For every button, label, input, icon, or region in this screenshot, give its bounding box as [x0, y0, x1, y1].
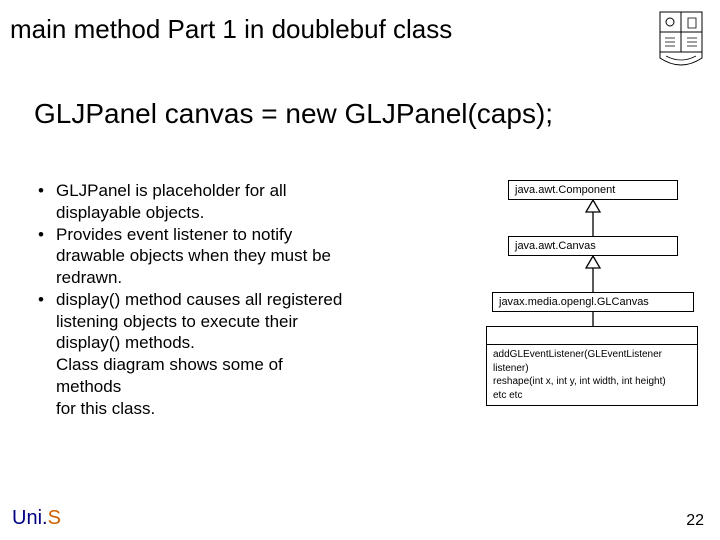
header: main method Part 1 in doublebuf class — [10, 10, 704, 68]
bullet-item: Provides event listener to notify drawab… — [38, 224, 466, 289]
footer: Uni.S 22 — [12, 507, 704, 530]
uml-methods-body: addGLEventListener(GLEventListener liste… — [487, 345, 697, 405]
bullet-text: display() methods. — [56, 333, 195, 352]
bullet-text: for this class. — [56, 399, 155, 418]
bullet-text: Provides event listener to notify — [56, 225, 292, 244]
body-row: GLJPanel is placeholder for all displaya… — [10, 180, 704, 419]
uml-method: reshape(int x, int y, int width, int hei… — [493, 375, 691, 389]
line-icon — [583, 312, 603, 326]
uml-class-box: javax.media.opengl.GLCanvas — [492, 292, 694, 312]
arrow-up-icon — [583, 200, 603, 236]
uml-diagram: java.awt.Component java.awt.Canvas javax… — [482, 180, 704, 406]
uml-class-box: java.awt.Component — [508, 180, 678, 200]
code-line: GLJPanel canvas = new GLJPanel(caps); — [34, 98, 704, 130]
bullet-text: displayable objects. — [56, 203, 204, 222]
footer-logo-text: Uni.S — [12, 507, 61, 530]
bullet-text: GLJPanel is placeholder for all — [56, 181, 287, 200]
uml-method: addGLEventListener(GLEventListener liste… — [493, 348, 691, 375]
page-number: 22 — [686, 512, 704, 530]
bullet-list: GLJPanel is placeholder for all displaya… — [38, 180, 466, 419]
arrow-up-icon — [583, 256, 603, 292]
uml-class-box: java.awt.Canvas — [508, 236, 678, 256]
bullet-item: display() method causes all registered l… — [38, 289, 466, 420]
uml-inheritance-arrow — [482, 200, 704, 236]
footer-uni-suffix: S — [48, 507, 61, 529]
bullet-text: methods — [56, 377, 121, 396]
uml-methods-box: addGLEventListener(GLEventListener liste… — [486, 326, 698, 406]
slide-title: main method Part 1 in doublebuf class — [10, 10, 452, 45]
bullet-text: display() method causes all registered — [56, 290, 342, 309]
bullet-text: listening objects to execute their — [56, 312, 298, 331]
bullet-item: GLJPanel is placeholder for all displaya… — [38, 180, 466, 224]
uml-methods-head — [487, 327, 697, 345]
bullet-text: redrawn. — [56, 268, 122, 287]
bullet-text: Class diagram shows some of — [56, 355, 283, 374]
uml-inheritance-arrow — [482, 256, 704, 292]
footer-uni-prefix: Uni. — [12, 507, 48, 529]
uml-method: etc etc — [493, 389, 691, 403]
slide-container: main method Part 1 in doublebuf class GL… — [0, 0, 720, 540]
bullet-text: drawable objects when they must be — [56, 246, 331, 265]
uml-connector — [482, 312, 704, 326]
university-crest-icon — [658, 10, 704, 68]
